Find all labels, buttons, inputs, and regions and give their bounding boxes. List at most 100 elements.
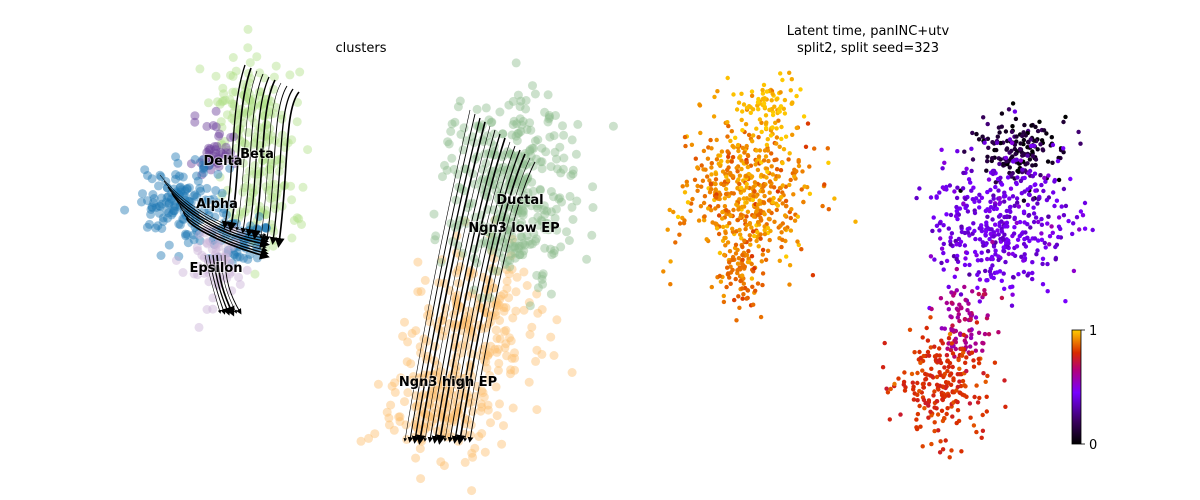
latent-time-point	[965, 308, 970, 313]
latent-time-point	[736, 177, 741, 182]
latent-time-point	[757, 198, 762, 203]
cluster-point	[518, 205, 528, 215]
latent-time-point	[787, 70, 792, 76]
cluster-point	[198, 155, 207, 165]
latent-time-point	[990, 256, 995, 262]
cluster-point	[500, 343, 510, 353]
latent-time-point	[986, 177, 992, 182]
cluster-point	[547, 250, 557, 260]
latent-time-point	[778, 195, 784, 200]
cluster-point	[254, 205, 264, 215]
latent-time-point	[751, 214, 757, 219]
latent-time-point	[1030, 276, 1035, 282]
cluster-point	[157, 193, 166, 203]
streamline	[159, 174, 267, 237]
cluster-point	[193, 176, 203, 186]
latent-time-point	[977, 192, 982, 197]
cluster-point	[149, 194, 159, 203]
latent-time-point	[740, 109, 745, 114]
latent-time-point	[928, 254, 934, 259]
latent-time-point	[948, 347, 954, 353]
latent-time-point	[1043, 179, 1048, 184]
streamline	[221, 64, 246, 229]
latent-time-point	[740, 273, 745, 278]
latent-time-point	[748, 110, 753, 116]
cluster-point	[182, 183, 192, 193]
latent-time-point	[740, 286, 745, 291]
latent-time-point	[740, 244, 745, 250]
latent-time-point	[994, 140, 1000, 145]
latent-time-point	[765, 148, 771, 153]
cluster-point	[497, 439, 507, 449]
latent-time-point	[1056, 234, 1061, 240]
cluster-point	[528, 216, 538, 226]
latent-time-point	[726, 123, 731, 129]
cluster-point	[447, 390, 457, 400]
cluster-point	[479, 392, 489, 402]
cluster-point	[494, 344, 503, 354]
latent-time-point	[962, 383, 967, 388]
latent-time-point	[980, 134, 985, 139]
latent-time-point	[695, 183, 700, 189]
cluster-point	[524, 298, 534, 307]
cluster-point	[491, 382, 501, 392]
latent-time-point	[737, 181, 742, 187]
latent-time-point	[1030, 270, 1035, 276]
cluster-point	[483, 351, 493, 361]
latent-time-point	[735, 186, 740, 191]
latent-time-point	[1027, 157, 1033, 162]
cluster-point	[416, 287, 426, 296]
latent-time-point	[1045, 261, 1050, 267]
latent-time-point	[727, 221, 732, 226]
cluster-points	[120, 24, 618, 496]
latent-time-point	[956, 357, 961, 363]
latent-time-point	[1090, 227, 1095, 233]
latent-time-point	[749, 261, 754, 267]
cluster-point	[178, 191, 188, 201]
latent-time-point	[689, 142, 695, 147]
cluster-point	[525, 240, 535, 249]
latent-time-point	[976, 137, 982, 142]
cluster-point	[521, 104, 531, 114]
cluster-point	[430, 403, 440, 413]
cluster-point	[522, 125, 532, 135]
latent-time-point	[944, 212, 949, 217]
cluster-point	[510, 353, 520, 363]
latent-time-point	[1050, 230, 1056, 235]
latent-time-point	[1012, 225, 1017, 230]
latent-time-point	[955, 185, 960, 190]
cluster-point	[506, 249, 516, 259]
cluster-point	[186, 197, 196, 207]
latent-time-point	[1002, 249, 1007, 254]
latent-time-point	[925, 349, 931, 355]
cluster-point	[485, 293, 495, 303]
cluster-point	[549, 131, 559, 141]
cluster-point	[534, 220, 543, 230]
cluster-point	[203, 239, 212, 249]
latent-time-point	[820, 203, 825, 209]
cluster-point	[440, 326, 450, 336]
latent-time-point	[1050, 142, 1056, 148]
cluster-point	[537, 143, 547, 153]
latent-time-point	[744, 185, 749, 190]
cluster-point	[255, 101, 265, 111]
latent-time-point	[980, 412, 985, 418]
latent-time-point	[1070, 231, 1075, 237]
latent-time-point	[927, 382, 932, 387]
cluster-point	[287, 233, 297, 243]
velocity-streamlines	[159, 64, 536, 445]
latent-time-point	[974, 320, 980, 325]
latent-time-point	[735, 169, 740, 174]
cluster-point	[511, 197, 521, 206]
latent-time-point	[1039, 237, 1045, 242]
latent-time-point	[768, 228, 773, 234]
cluster-point	[175, 171, 184, 181]
cluster-point	[218, 83, 228, 93]
latent-time-point	[807, 164, 812, 169]
cluster-point	[462, 312, 472, 321]
cluster-point	[208, 151, 218, 161]
cluster-point	[436, 367, 446, 377]
latent-time-point	[955, 315, 960, 320]
latent-time-point	[920, 444, 925, 449]
cluster-point	[137, 197, 146, 207]
